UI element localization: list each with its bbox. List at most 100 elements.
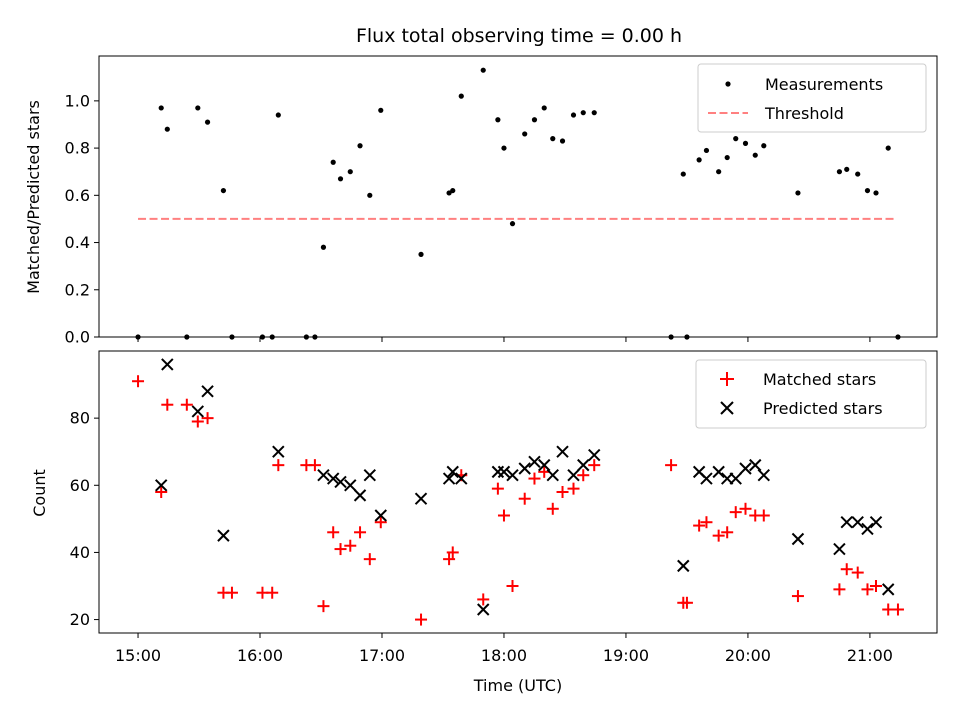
legend-measurements-marker <box>725 81 731 87</box>
measurement-point <box>591 110 597 116</box>
matched-stars-points <box>132 375 904 626</box>
predicted-star-point <box>344 479 357 492</box>
matched-star-point <box>577 469 590 482</box>
measurement-point <box>367 192 373 198</box>
predicted-star-point <box>497 465 511 479</box>
matched-star-point <box>446 546 459 559</box>
measurement-point <box>696 157 702 163</box>
top-y-tick-label: 0.8 <box>65 139 90 158</box>
matched-star-point <box>567 482 580 495</box>
matched-star-point <box>665 459 678 472</box>
measurement-point <box>320 244 327 250</box>
top-y-tick-label: 1.0 <box>65 91 90 110</box>
measurement-point <box>873 190 879 196</box>
bottom-y-tick-label: 80 <box>70 409 90 428</box>
predicted-star-point <box>749 458 762 472</box>
measurement-point <box>795 190 801 196</box>
bottom-y-axis-label: Count <box>30 469 49 517</box>
measurement-point <box>885 145 891 151</box>
x-tick-label: 21:00 <box>847 646 893 665</box>
predicted-star-point <box>217 529 230 542</box>
predicted-star-point <box>272 445 285 458</box>
matched-star-point <box>327 526 340 539</box>
measurement-point <box>330 159 336 165</box>
bottom-y-tick-label: 40 <box>70 543 90 562</box>
measurement-point <box>531 117 538 123</box>
measurement-point <box>275 112 281 118</box>
legend-threshold-label: Threshold <box>764 104 844 123</box>
matched-star-point <box>791 590 804 603</box>
legend-matched-label: Matched stars <box>763 370 876 389</box>
measurement-point <box>164 126 170 132</box>
predicted-star-point <box>326 472 340 485</box>
predicted-star-point <box>712 465 725 479</box>
matched-star-point <box>556 486 569 498</box>
predicted-star-point <box>677 559 690 573</box>
measurement-point <box>501 145 507 151</box>
x-tick-label: 19:00 <box>603 646 649 665</box>
matched-star-point <box>272 459 285 472</box>
predicted-star-point <box>161 358 174 371</box>
predicted-star-point <box>191 405 205 418</box>
measurement-point <box>509 221 516 227</box>
measurement-point <box>347 169 353 175</box>
matched-star-point <box>739 502 752 515</box>
matched-star-point <box>528 472 541 485</box>
matched-star-point <box>861 583 874 596</box>
predicted-star-point <box>442 472 456 485</box>
predicted-star-point <box>757 469 770 482</box>
matched-star-point <box>693 519 706 532</box>
matched-star-point <box>546 502 559 515</box>
top-legend: Measurements Threshold <box>697 63 927 133</box>
predicted-star-point <box>455 472 468 485</box>
predicted-star-point <box>861 522 874 536</box>
measurement-point <box>761 143 767 149</box>
measurement-point <box>855 171 861 177</box>
matched-star-point <box>851 566 864 579</box>
predicted-star-point <box>155 479 168 492</box>
measurement-point <box>580 110 586 116</box>
matched-star-point <box>155 486 168 498</box>
predicted-star-point <box>317 469 330 482</box>
chart-title: Flux total observing time = 0.00 h <box>356 25 682 47</box>
matched-star-point <box>870 580 883 592</box>
predicted-star-point <box>567 469 580 482</box>
predicted-star-point <box>414 492 428 505</box>
matched-star-point <box>588 459 601 472</box>
predicted-star-point <box>506 469 519 482</box>
measurement-point <box>458 93 464 99</box>
x-tick-label: 17:00 <box>359 646 405 665</box>
top-y-tick-label: 0.2 <box>65 280 90 299</box>
top-y-tick-label: 0.4 <box>65 233 90 252</box>
measurement-point <box>844 166 850 172</box>
predicted-star-point <box>556 445 569 458</box>
matched-star-point <box>757 509 770 522</box>
predicted-star-point <box>363 469 377 482</box>
matched-star-point <box>415 613 428 626</box>
top-plot-frame <box>98 55 938 338</box>
ratio-panel: Flux total observing time = 0.00 h Match… <box>24 25 938 347</box>
measurement-point <box>559 138 566 144</box>
count-panel: Count Time (UTC) 20 40 60 80 15:00 16:00 17:00… <box>30 350 938 695</box>
predicted-star-point <box>882 583 895 596</box>
measurement-point <box>733 136 739 142</box>
matched-star-point <box>225 586 238 599</box>
legend-measurements-label: Measurements <box>765 75 883 94</box>
predicted-star-point <box>334 475 347 489</box>
matched-star-point <box>344 539 357 552</box>
matched-star-point <box>363 553 376 566</box>
predicted-star-point <box>869 516 883 529</box>
matched-star-point <box>317 600 330 613</box>
matched-star-point <box>700 516 713 529</box>
measurement-point <box>716 169 722 175</box>
bottom-ticks: 20 40 60 80 15:00 16:00 17:00 18:00 19:00 20:00 21… <box>70 409 893 665</box>
x-tick-label: 18:00 <box>481 646 527 665</box>
predicted-star-point <box>739 462 752 475</box>
predicted-star-point <box>546 469 559 482</box>
measurement-point <box>522 131 528 137</box>
measurement-point <box>742 140 749 146</box>
legend-matched-marker <box>720 372 734 386</box>
matched-star-point <box>680 596 693 609</box>
matched-star-point <box>308 459 321 472</box>
